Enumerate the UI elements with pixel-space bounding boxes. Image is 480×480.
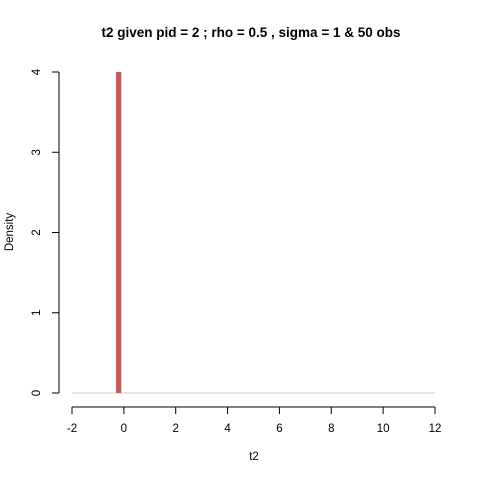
bars-layer <box>116 72 122 393</box>
x-axis-label: t2 <box>249 451 259 463</box>
histogram-bar-0 <box>116 72 122 393</box>
y-tick-label: 4 <box>31 68 43 75</box>
x-tick-label: 6 <box>276 423 282 435</box>
x-tick-label: 12 <box>429 423 442 435</box>
x-tick-label: 0 <box>121 423 127 435</box>
x-tick-label: -2 <box>67 423 77 435</box>
x-tick-label: 8 <box>328 423 334 435</box>
x-tick-label: 4 <box>224 423 231 435</box>
y-tick-label: 2 <box>31 229 43 235</box>
y-axis-label: Density <box>4 213 16 252</box>
x-tick-label: 10 <box>377 423 390 435</box>
x-axis: -2 0 2 4 6 8 10 12 <box>67 406 442 435</box>
y-tick-label: 1 <box>31 310 43 316</box>
x-tick-label: 2 <box>173 423 179 435</box>
y-axis: 0 1 2 3 4 <box>31 68 60 396</box>
y-tick-label: 3 <box>31 149 43 155</box>
y-tick-label: 0 <box>31 390 43 396</box>
chart-title: t2 given pid = 2 ; rho = 0.5 , sigma = 1… <box>102 25 401 40</box>
